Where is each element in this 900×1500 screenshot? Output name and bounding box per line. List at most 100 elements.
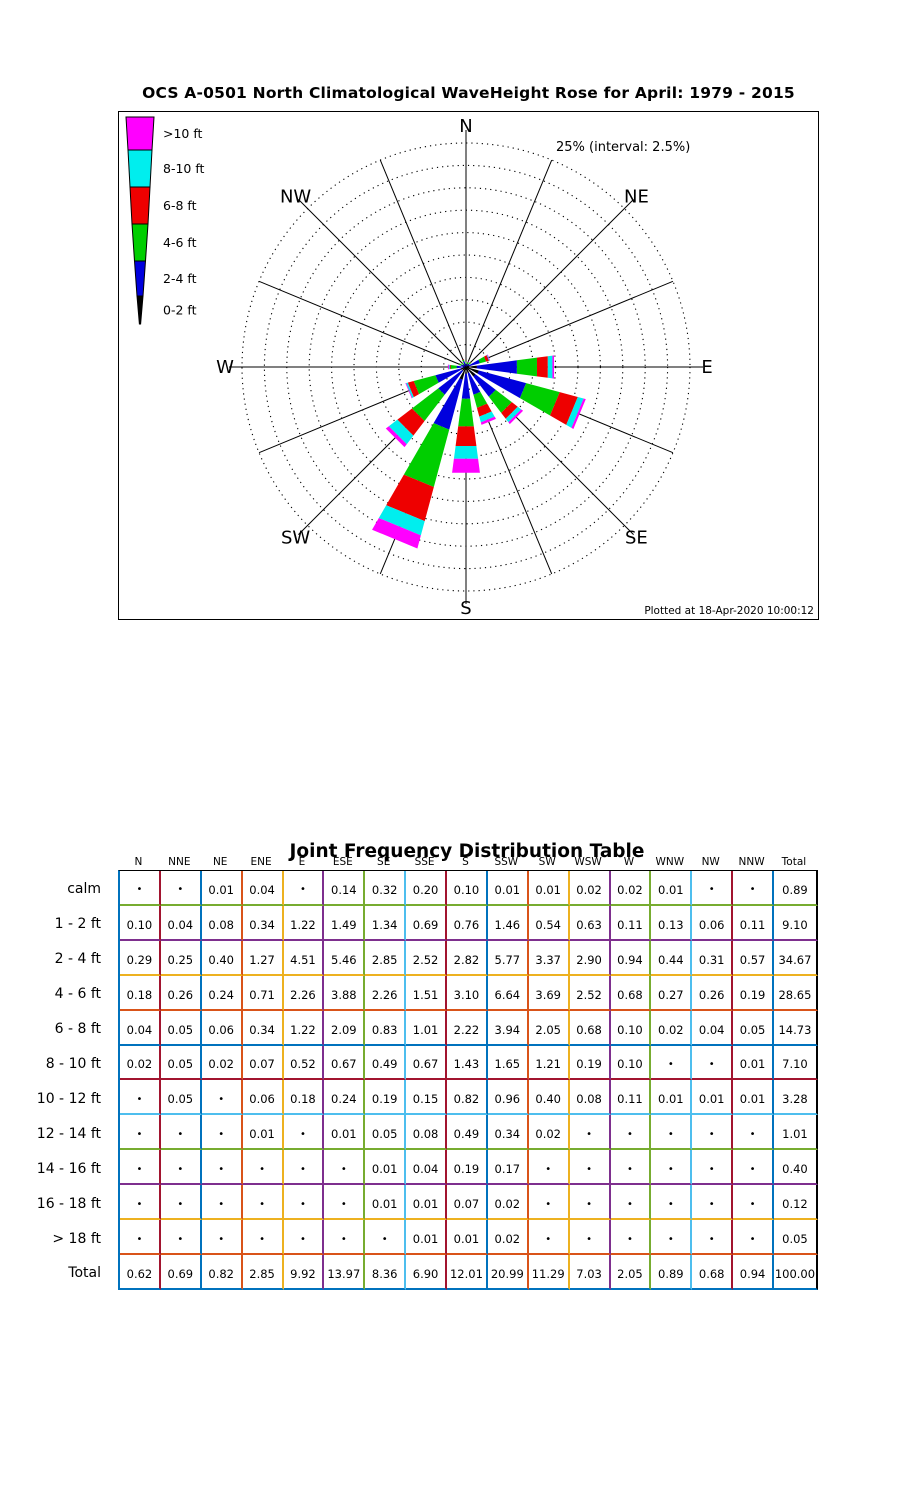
- rose-petal-SSW-0-2 ft: [459, 367, 466, 380]
- table-cell-8 - 10 ft-SW: 1.21: [528, 1045, 570, 1081]
- table-cell-16 - 18 ft-SSE: 0.01: [406, 1185, 447, 1221]
- table-cell-6 - 8 ft-NW: 0.04: [692, 1010, 734, 1046]
- col-header-W: W: [623, 856, 635, 868]
- table-cell-Total-ENE: 2.85: [242, 1254, 284, 1290]
- rose-petal-WSW-6-8 ft: [407, 381, 420, 398]
- table-cell-16 - 18 ft-SW: •: [528, 1185, 570, 1221]
- rose-petal-WSW-0-2 ft: [460, 367, 466, 370]
- less-than-marker: •: [708, 1163, 715, 1175]
- table-cell-calm-SE: 0.32: [365, 871, 407, 906]
- table-cell-6 - 8 ft-E: 1.22: [283, 1010, 325, 1046]
- less-than-marker: •: [136, 884, 143, 896]
- table-cell-> 18 ft-S: 0.01: [447, 1220, 488, 1255]
- rose-petal-SW-0-2 ft: [462, 367, 466, 371]
- table-cell-4 - 6 ft-NNW: 0.19: [733, 975, 774, 1011]
- rose-petal-NNE->10 ft: [467, 360, 470, 362]
- legend-label: 2-4 ft: [163, 271, 197, 286]
- legend-swatch-8-10 ft: [127, 149, 153, 188]
- table-cell-4 - 6 ft-SE: 2.26: [365, 975, 407, 1011]
- table-cell-calm-E: •: [283, 871, 325, 906]
- table-cell-2 - 4 ft-SSE: 2.52: [406, 940, 447, 976]
- table-cell-14 - 16 ft-SE: 0.01: [365, 1150, 407, 1186]
- table-cell-2 - 4 ft-NNE: 0.25: [160, 940, 202, 976]
- table-cell-1 - 2 ft-NNW: 0.11: [733, 905, 774, 941]
- table-cell-calm-NE: 0.01: [201, 871, 243, 906]
- col-header-NNW: NNW: [738, 856, 765, 868]
- rose-petal-S-0-2 ft: [465, 367, 467, 374]
- table-cell-12 - 14 ft-E: •: [283, 1115, 325, 1151]
- rose-petal-SE-6-8 ft: [501, 402, 518, 419]
- table-cell-10 - 12 ft-S: 0.82: [447, 1080, 488, 1116]
- table-cell-8 - 10 ft-NE: 0.02: [201, 1045, 243, 1081]
- table-cell-12 - 14 ft-ENE: 0.01: [242, 1115, 284, 1151]
- table-cell-Total-SSW: 20.99: [487, 1254, 529, 1290]
- table-cell-6 - 8 ft-Total: 14.73: [774, 1010, 818, 1046]
- less-than-marker: •: [259, 1163, 266, 1175]
- rose-petal-NW->10 ft: [461, 362, 463, 364]
- rose-petal-N-4-6 ft: [465, 361, 467, 364]
- col-header-SW: SW: [538, 856, 556, 868]
- rose-petal-ESE-2-4 ft: [477, 370, 527, 399]
- rose-petal-S-4-6 ft: [458, 398, 474, 427]
- row-label-1 - 2 ft: 1 - 2 ft: [54, 916, 101, 933]
- table-cell-calm-WNW: 0.01: [651, 871, 693, 906]
- rose-petal-NE-2-4 ft: [466, 363, 470, 367]
- less-than-marker: •: [177, 1198, 184, 1210]
- table-cell-14 - 16 ft-SSW: 0.17: [487, 1150, 529, 1186]
- table-cell-8 - 10 ft-Total: 7.10: [774, 1045, 818, 1081]
- table-cell-6 - 8 ft-ENE: 0.34: [242, 1010, 284, 1046]
- rose-petal-W-2-4 ft: [456, 365, 466, 369]
- table-cell-Total-NE: 0.82: [201, 1254, 243, 1290]
- less-than-marker: •: [299, 1198, 306, 1210]
- chart-title: OCS A-0501 North Climatological WaveHeig…: [142, 84, 795, 102]
- less-than-marker: •: [340, 1233, 347, 1245]
- table-cell-6 - 8 ft-SSW: 3.94: [487, 1010, 529, 1046]
- rose-petal-NNE-8-10 ft: [467, 361, 469, 363]
- table-cell-> 18 ft-W: •: [610, 1220, 652, 1255]
- table-cell-> 18 ft-NE: •: [201, 1220, 243, 1255]
- rose-petal-SSE->10 ft: [480, 416, 496, 425]
- less-than-marker: •: [340, 1198, 347, 1210]
- table-cell-calm-NW: •: [692, 871, 734, 906]
- rose-petal-NW-2-4 ft: [463, 364, 466, 367]
- rose-petal-S->10 ft: [452, 458, 480, 473]
- rose-petal-E-6-8 ft: [536, 356, 548, 378]
- table-cell-10 - 12 ft-N: •: [120, 1080, 161, 1116]
- table-cell-4 - 6 ft-SW: 3.69: [528, 975, 570, 1011]
- less-than-marker: •: [136, 1093, 143, 1105]
- less-than-marker: •: [218, 1093, 225, 1105]
- rose-petal-SSW-8-10 ft: [378, 505, 425, 536]
- table-cell-calm-WSW: 0.02: [569, 871, 611, 906]
- table-cell-8 - 10 ft-NNW: 0.01: [733, 1045, 774, 1081]
- rose-petal-NNE-2-4 ft: [466, 364, 468, 367]
- table-cell-6 - 8 ft-WSW: 0.68: [569, 1010, 611, 1046]
- table-cell-12 - 14 ft-WNW: •: [651, 1115, 693, 1151]
- table-cell-1 - 2 ft-ENE: 0.34: [242, 905, 284, 941]
- table-cell-16 - 18 ft-NNE: •: [160, 1185, 202, 1221]
- rose-petal-ESE-6-8 ft: [550, 392, 578, 425]
- rose-petal-NNW->10 ft: [461, 358, 464, 360]
- rose-petal-W-4-6 ft: [450, 364, 457, 370]
- table-cell-1 - 2 ft-S: 0.76: [447, 905, 488, 941]
- rose-petal-SE-2-4 ft: [473, 374, 496, 397]
- rose-petal-NNE-4-6 ft: [466, 362, 469, 365]
- table-cell-14 - 16 ft-WNW: •: [651, 1150, 693, 1186]
- less-than-marker: •: [299, 1233, 306, 1245]
- compass-label-W: W: [216, 357, 234, 378]
- table-cell-10 - 12 ft-WNW: 0.01: [651, 1080, 693, 1116]
- table-cell-Total-SW: 11.29: [528, 1254, 570, 1290]
- rose-petal-N-2-4 ft: [465, 363, 467, 367]
- table-cell-4 - 6 ft-NNE: 0.26: [160, 975, 202, 1011]
- table-cell-14 - 16 ft-NNW: •: [733, 1150, 774, 1186]
- table-cell-> 18 ft-SSW: 0.02: [487, 1220, 529, 1255]
- less-than-marker: •: [749, 1163, 756, 1175]
- rose-petal-NNW-4-6 ft: [462, 359, 465, 362]
- table-cell-2 - 4 ft-ESE: 5.46: [324, 940, 366, 976]
- less-than-marker: •: [177, 1128, 184, 1140]
- table-cell-2 - 4 ft-W: 0.94: [610, 940, 652, 976]
- table-cell-16 - 18 ft-WNW: •: [651, 1185, 693, 1221]
- table-cell-10 - 12 ft-NNE: 0.05: [160, 1080, 202, 1116]
- legend-swatch->10 ft: [125, 116, 155, 151]
- table-cell-16 - 18 ft-NE: •: [201, 1185, 243, 1221]
